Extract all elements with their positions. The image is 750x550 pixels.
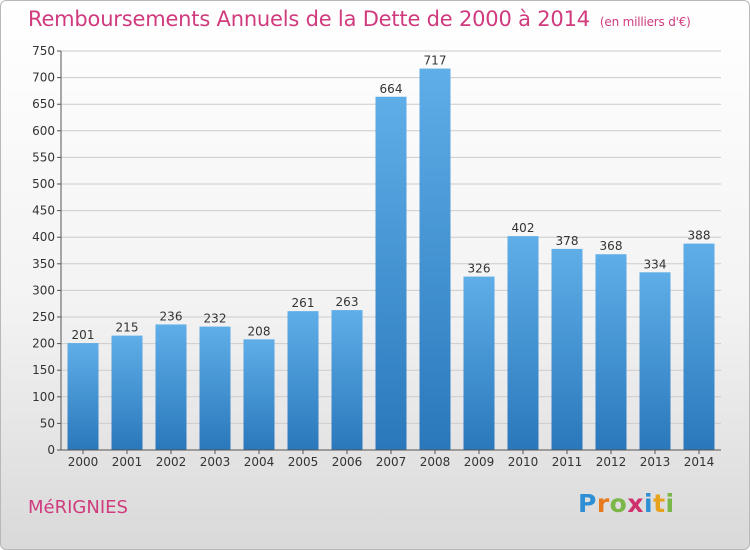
x-tick-label: 2000 [68, 455, 99, 469]
bar-2004 [243, 339, 275, 450]
proxiti-logo: Proxiti [578, 489, 675, 518]
logo-letter: t [653, 489, 666, 518]
y-tick-label: 500 [32, 177, 55, 191]
bar-2010 [507, 236, 539, 450]
data-label-2000: 201 [72, 328, 95, 342]
logo-letter: P [578, 489, 597, 518]
title-text: Remboursements Annuels de la Dette de 20… [28, 7, 590, 31]
bar-2012 [595, 254, 627, 450]
y-tick-label: 50 [40, 416, 55, 430]
data-label-2002: 236 [160, 309, 183, 323]
data-label-2011: 378 [556, 234, 579, 248]
x-tick-label: 2010 [508, 455, 539, 469]
data-label-2001: 215 [116, 321, 139, 335]
x-tick-label: 2005 [288, 455, 319, 469]
bar-2008 [419, 68, 451, 450]
logo-letter: i [665, 489, 675, 518]
bar-2005 [287, 311, 319, 450]
x-tick-label: 2013 [640, 455, 671, 469]
logo-letter: i [644, 489, 654, 518]
data-label-2004: 208 [248, 324, 271, 338]
y-tick-label: 750 [32, 44, 55, 58]
axes: 0 50 100 150 200 250 300 350 400 450 500 550 600 650 7… [32, 44, 721, 469]
x-tick-label: 2012 [596, 455, 627, 469]
data-label-2010: 402 [512, 221, 535, 235]
bar-2001 [111, 335, 143, 450]
y-tick-label: 600 [32, 124, 55, 138]
y-tick-label: 700 [32, 71, 55, 85]
x-tick-label: 2007 [376, 455, 407, 469]
bar-2006 [331, 310, 363, 450]
y-tick-label: 550 [32, 150, 55, 164]
data-label-2014: 388 [688, 229, 711, 243]
data-label-2005: 261 [292, 296, 315, 310]
x-tick-label: 2003 [200, 455, 231, 469]
chart-subtitle: (en milliers d'€) [599, 15, 691, 29]
y-tick-label: 0 [47, 443, 55, 457]
data-label-2008: 717 [424, 54, 447, 68]
x-tick-label: 2002 [156, 455, 187, 469]
x-tick-label: 2008 [420, 455, 451, 469]
data-label-2007: 664 [380, 82, 403, 96]
bar-2009 [463, 276, 495, 450]
x-tick-label: 2011 [552, 455, 583, 469]
y-tick-label: 350 [32, 257, 55, 271]
bar-2014 [683, 243, 715, 450]
chart-title: Remboursements Annuels de la Dette de 20… [28, 7, 691, 31]
y-tick-label: 100 [32, 390, 55, 404]
y-tick-label: 650 [32, 97, 55, 111]
logo-letter: x [627, 489, 644, 518]
bar-2013 [639, 272, 671, 450]
bars: 201 215 236 232 208 261 263 664 717 326 402 378 368 3… [67, 54, 715, 450]
bar-2002 [155, 324, 187, 450]
x-tick-label: 2014 [684, 455, 715, 469]
bar-2007 [375, 96, 407, 450]
data-label-2006: 263 [336, 295, 359, 309]
bar-2003 [199, 326, 231, 450]
data-label-2003: 232 [204, 312, 227, 326]
y-tick-label: 250 [32, 310, 55, 324]
y-tick-label: 400 [32, 230, 55, 244]
bar-2000 [67, 343, 99, 450]
y-tick-label: 200 [32, 337, 55, 351]
bar-2011 [551, 248, 583, 450]
data-label-2012: 368 [600, 239, 623, 253]
y-tick-label: 300 [32, 283, 55, 297]
location-label: MéRIGNIES [28, 497, 128, 518]
x-tick-label: 2004 [244, 455, 275, 469]
logo-letter: r [596, 489, 610, 518]
data-label-2009: 326 [468, 262, 491, 276]
x-tick-label: 2001 [112, 455, 143, 469]
y-tick-label: 450 [32, 204, 55, 218]
x-tick-label: 2009 [464, 455, 495, 469]
y-tick-label: 150 [32, 363, 55, 377]
data-label-2013: 334 [644, 257, 667, 271]
logo-letter: o [609, 489, 628, 518]
x-tick-label: 2006 [332, 455, 363, 469]
